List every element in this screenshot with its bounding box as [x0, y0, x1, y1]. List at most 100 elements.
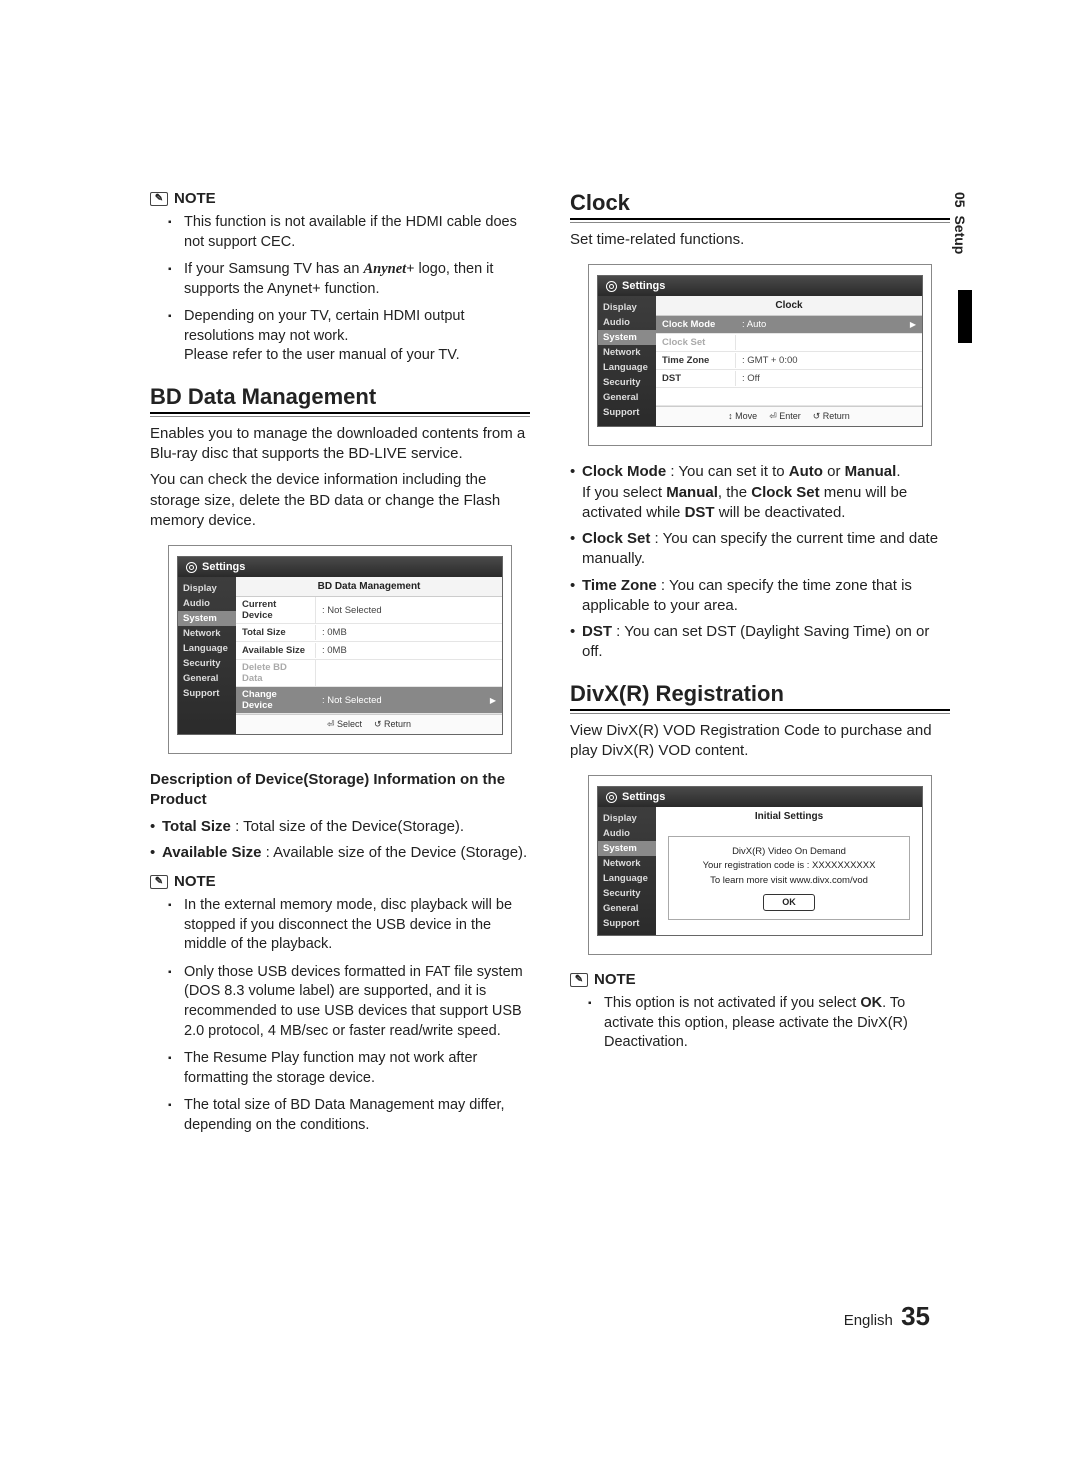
note-icon [150, 192, 168, 206]
shot1-head: Settings [178, 557, 502, 577]
shot-side-item: Audio [598, 826, 656, 841]
note3-label: NOTE [570, 971, 950, 988]
note-text: NOTE [594, 971, 636, 988]
shot2-main: Clock Clock Mode: Auto▶Clock SetTime Zon… [656, 296, 922, 426]
page-content: NOTE This function is not available if t… [150, 190, 950, 1147]
shot-side-item: General [598, 390, 656, 405]
note-icon [150, 875, 168, 889]
shot-side-item: Security [598, 375, 656, 390]
shot2-side: DisplayAudioSystemNetworkLanguageSecurit… [598, 296, 656, 426]
note-text: NOTE [174, 873, 216, 890]
note2-list: In the external memory mode, disc playba… [150, 896, 530, 1135]
shot-side-item: System [178, 611, 236, 626]
note-icon [570, 973, 588, 987]
clock-item: Clock Set : You can specify the current … [582, 529, 950, 570]
thumb-tab [958, 290, 972, 343]
shot-side-item: Language [598, 360, 656, 375]
shot-side-item: System [598, 841, 656, 856]
note-text: NOTE [174, 190, 216, 207]
bd-heading: BD Data Management [150, 384, 530, 414]
clock-heading: Clock [570, 190, 950, 220]
footer-lang: English [844, 1312, 893, 1329]
shot-row: Delete BD Data [236, 660, 502, 687]
shot3-main: Initial Settings DivX(R) Video On Demand… [656, 807, 922, 935]
desc-list: Total Size : Total size of the Device(St… [150, 817, 530, 864]
shot-side-item: System [598, 330, 656, 345]
shot-foot-item: ⏎ Select [327, 719, 362, 729]
shot-foot-item: ↺ Return [374, 719, 411, 729]
shot-row: Total Size: 0MB [236, 624, 502, 642]
shot2-head: Settings [598, 276, 922, 296]
right-column: Clock Set time-related functions. Settin… [570, 190, 950, 1147]
shot-side-item: Display [178, 581, 236, 596]
shot-side-item: General [178, 671, 236, 686]
desc-item: Available Size : Available size of the D… [162, 843, 530, 863]
bd-p1: Enables you to manage the downloaded con… [150, 424, 530, 465]
shot-side-item: Language [178, 641, 236, 656]
shot2-title: Clock [656, 296, 922, 316]
shot1-wrap: Settings DisplayAudioSystemNetworkLangua… [168, 545, 512, 754]
shot-side-item: Network [598, 345, 656, 360]
shot2-wrap: Settings DisplayAudioSystemNetworkLangua… [588, 264, 932, 446]
shot-side-item: Display [598, 300, 656, 315]
clock-p: Set time-related functions. [570, 230, 950, 250]
shot-side-item: Security [598, 886, 656, 901]
footer-page: 35 [901, 1301, 930, 1331]
shot1-foot: ⏎ Select ↺ Return [236, 714, 502, 734]
left-column: NOTE This function is not available if t… [150, 190, 530, 1147]
gear-icon [606, 281, 617, 292]
shot1-title: BD Data Management [236, 577, 502, 597]
shot-row: Change Device: Not Selected▶ [236, 687, 502, 714]
clock-items: Clock Mode : You can set it to Auto or M… [570, 462, 950, 662]
shot3-title: Initial Settings [656, 807, 922, 828]
divx-p: View DivX(R) VOD Registration Code to pu… [570, 721, 950, 762]
note-item: Depending on your TV, certain HDMI outpu… [184, 307, 530, 366]
shot3-side: DisplayAudioSystemNetworkLanguageSecurit… [598, 807, 656, 935]
desc-heading: Description of Device(Storage) Informati… [150, 770, 530, 811]
shot1-settings: Settings [202, 561, 245, 573]
divx-box-title: DivX(R) Video On Demand [675, 845, 903, 859]
divx-box-l1: Your registration code is : XXXXXXXXXX [675, 859, 903, 873]
shot1-main: BD Data Management Current Device: Not S… [236, 577, 502, 734]
shot-side-item: Security [178, 656, 236, 671]
shot3: Settings DisplayAudioSystemNetworkLangua… [597, 786, 923, 936]
note3-list: This option is not activated if you sele… [570, 994, 950, 1053]
shot-row: Clock Mode: Auto▶ [656, 316, 922, 334]
shot-foot-item: ⏎ Enter [769, 411, 801, 421]
shot2-settings: Settings [622, 280, 665, 292]
shot-side-item: Audio [178, 596, 236, 611]
shot-row: Time Zone: GMT + 0:00 [656, 352, 922, 370]
note1-list: This function is not available if the HD… [150, 213, 530, 366]
note3-b: OK [860, 995, 882, 1011]
shot2-foot: ↕ Move⏎ Enter↺ Return [656, 406, 922, 426]
divx-box-l2: To learn more visit www.divx.com/vod [675, 874, 903, 888]
shot3-settings: Settings [622, 791, 665, 803]
shot-row: Clock Set [656, 334, 922, 352]
shot-side-item: Audio [598, 315, 656, 330]
note2-label: NOTE [150, 873, 530, 890]
ok-button[interactable]: OK [763, 894, 815, 912]
note-item: Only those USB devices formatted in FAT … [184, 963, 530, 1041]
clock-item: Clock Mode : You can set it to Auto or M… [582, 462, 950, 523]
shot2: Settings DisplayAudioSystemNetworkLangua… [597, 275, 923, 427]
gear-icon [606, 792, 617, 803]
shot-foot-item: ↺ Return [813, 411, 850, 421]
bd-p2: You can check the device information inc… [150, 470, 530, 531]
desc-item: Total Size : Total size of the Device(St… [162, 817, 530, 837]
clock-item: DST : You can set DST (Daylight Saving T… [582, 622, 950, 663]
shot3-wrap: Settings DisplayAudioSystemNetworkLangua… [588, 775, 932, 955]
shot-row: DST: Off [656, 370, 922, 388]
clock-item: Time Zone : You can specify the time zon… [582, 576, 950, 617]
footer: English 35 [844, 1301, 930, 1332]
note-item: The total size of BD Data Management may… [184, 1096, 530, 1135]
divx-box: DivX(R) Video On Demand Your registratio… [668, 836, 910, 920]
note-item: In the external memory mode, disc playba… [184, 896, 530, 955]
shot-side-item: Network [598, 856, 656, 871]
note-item: The Resume Play function may not work af… [184, 1049, 530, 1088]
shot-side-item: Support [598, 405, 656, 420]
shot-row: Current Device: Not Selected [236, 597, 502, 624]
chapter-label: Setup [952, 215, 968, 254]
shot-side-item: Network [178, 626, 236, 641]
side-tab: 05 Setup [952, 192, 968, 254]
shot-side-item: Language [598, 871, 656, 886]
